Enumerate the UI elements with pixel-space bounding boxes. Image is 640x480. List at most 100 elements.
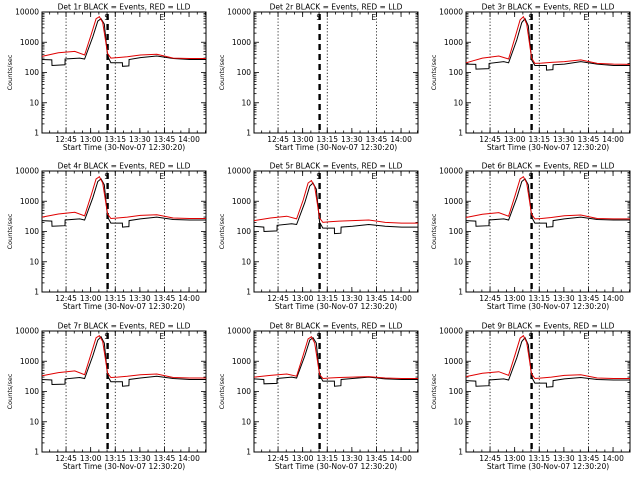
y-tick-label: 10000 xyxy=(227,327,251,336)
series-line-events xyxy=(41,335,206,387)
x-axis-label: Start Time (30-Nov-07 12:30:20) xyxy=(487,462,609,471)
x-tick-label: 13:30 xyxy=(553,135,575,144)
plot-frame xyxy=(465,11,631,134)
y-tick-label: 1000 xyxy=(20,197,39,206)
y-tick-label: 10000 xyxy=(439,327,463,336)
x-tick-label: 13:30 xyxy=(341,294,363,303)
y-tick-label: 10000 xyxy=(227,8,251,17)
x-tick-label: 13:00 xyxy=(504,135,526,144)
y-tick-label: 10000 xyxy=(439,167,463,176)
y-axis-label: Counts/sec xyxy=(6,373,14,409)
y-tick-label: 1 xyxy=(458,288,463,297)
panel-det-9r: Det 9r BLACK = Events, RED = LLD 1 10 100 10… xyxy=(430,322,631,471)
panel-title: Det 4r BLACK = Events, RED = LLD xyxy=(58,162,191,171)
x-tick-label: 13:45 xyxy=(366,294,388,303)
y-tick-label: 10 xyxy=(29,257,39,266)
x-tick-label: 13:45 xyxy=(154,294,176,303)
x-tick-label: 13:00 xyxy=(292,135,314,144)
series-line-lld xyxy=(465,334,630,380)
x-tick-label: 13:00 xyxy=(504,294,526,303)
marker-s: S xyxy=(104,332,109,341)
marker-e: E xyxy=(583,172,588,181)
x-tick-label: 13:30 xyxy=(341,454,363,463)
series-line-lld xyxy=(253,179,418,224)
x-tick-label: 13:15 xyxy=(316,294,338,303)
panel-title: Det 9r BLACK = Events, RED = LLD xyxy=(482,322,615,331)
marker-e: E xyxy=(159,13,164,22)
marker-s: S xyxy=(104,13,109,22)
x-tick-label: 13:00 xyxy=(504,454,526,463)
series-line-lld xyxy=(41,335,206,379)
x-tick-label: 12:45 xyxy=(479,454,501,463)
y-axis-label: Counts/sec xyxy=(430,54,438,90)
panel-title: Det 6r BLACK = Events, RED = LLD xyxy=(482,162,615,171)
x-tick-label: 13:30 xyxy=(341,135,363,144)
plot-frame xyxy=(41,11,207,134)
panel-title: Det 1r BLACK = Events, RED = LLD xyxy=(58,3,191,12)
x-tick-label: 13:15 xyxy=(528,135,550,144)
y-tick-label: 1000 xyxy=(20,357,39,366)
y-tick-label: 1 xyxy=(34,288,39,297)
x-tick-label: 13:15 xyxy=(316,135,338,144)
y-tick-label: 1000 xyxy=(232,38,251,47)
y-tick-label: 1000 xyxy=(444,38,463,47)
y-tick-label: 10000 xyxy=(439,8,463,17)
x-tick-label: 13:30 xyxy=(129,294,151,303)
series-line-events xyxy=(465,336,630,388)
y-axis-label: Counts/sec xyxy=(218,373,226,409)
x-tick-label: 13:45 xyxy=(578,294,600,303)
x-axis-label: Start Time (30-Nov-07 12:30:20) xyxy=(487,143,609,152)
y-tick-label: 100 xyxy=(449,387,464,396)
y-tick-label: 100 xyxy=(449,68,464,77)
y-tick-label: 10 xyxy=(241,98,251,107)
x-tick-label: 14:00 xyxy=(390,294,412,303)
marker-e: E xyxy=(159,172,164,181)
marker-e: E xyxy=(159,332,164,341)
marker-e: E xyxy=(371,172,376,181)
plot-frame xyxy=(465,170,631,293)
x-tick-label: 13:00 xyxy=(80,135,102,144)
x-tick-label: 12:45 xyxy=(267,454,289,463)
series-line-lld xyxy=(41,16,206,59)
y-tick-label: 1 xyxy=(458,448,463,457)
marker-e: E xyxy=(371,13,376,22)
x-axis-label: Start Time (30-Nov-07 12:30:20) xyxy=(63,143,185,152)
panel-det-1r: Det 1r BLACK = Events, RED = LLD 1 10 100 10… xyxy=(6,3,207,152)
y-tick-label: 1 xyxy=(458,129,463,138)
x-tick-label: 13:00 xyxy=(292,454,314,463)
y-tick-label: 100 xyxy=(25,227,40,236)
y-tick-label: 1000 xyxy=(232,357,251,366)
series-line-events xyxy=(41,178,206,228)
panel-det-2r: Det 2r BLACK = Events, RED = LLD 1 10 100 10… xyxy=(218,3,419,152)
plot-frame xyxy=(41,330,207,453)
y-tick-label: 1 xyxy=(246,448,251,457)
y-tick-label: 1000 xyxy=(444,197,463,206)
y-tick-label: 10 xyxy=(453,98,463,107)
x-tick-label: 13:15 xyxy=(104,294,126,303)
x-tick-label: 14:00 xyxy=(178,454,200,463)
panel-title: Det 5r BLACK = Events, RED = LLD xyxy=(270,162,403,171)
y-tick-label: 100 xyxy=(237,227,252,236)
series-line-events xyxy=(253,182,418,235)
x-tick-label: 13:45 xyxy=(366,135,388,144)
y-tick-label: 10000 xyxy=(227,167,251,176)
y-tick-label: 10 xyxy=(241,417,251,426)
x-tick-label: 13:00 xyxy=(80,294,102,303)
panel-title: Det 3r BLACK = Events, RED = LLD xyxy=(482,3,615,12)
y-tick-label: 10000 xyxy=(15,8,39,17)
x-axis-label: Start Time (30-Nov-07 12:30:20) xyxy=(63,462,185,471)
y-tick-label: 1000 xyxy=(232,197,251,206)
panel-det-3r: Det 3r BLACK = Events, RED = LLD 1 10 100 10… xyxy=(430,3,631,152)
panel-det-7r: Det 7r BLACK = Events, RED = LLD 1 10 100 10… xyxy=(6,322,207,471)
x-tick-label: 14:00 xyxy=(602,454,624,463)
x-tick-label: 13:45 xyxy=(578,454,600,463)
x-tick-label: 14:00 xyxy=(178,294,200,303)
x-tick-label: 13:45 xyxy=(366,454,388,463)
panel-title: Det 8r BLACK = Events, RED = LLD xyxy=(270,322,403,331)
y-tick-label: 10 xyxy=(29,417,39,426)
x-axis-label: Start Time (30-Nov-07 12:30:20) xyxy=(63,302,185,311)
x-tick-label: 13:15 xyxy=(528,454,550,463)
x-tick-label: 13:00 xyxy=(292,294,314,303)
marker-e: E xyxy=(371,332,376,341)
x-tick-label: 12:45 xyxy=(267,135,289,144)
